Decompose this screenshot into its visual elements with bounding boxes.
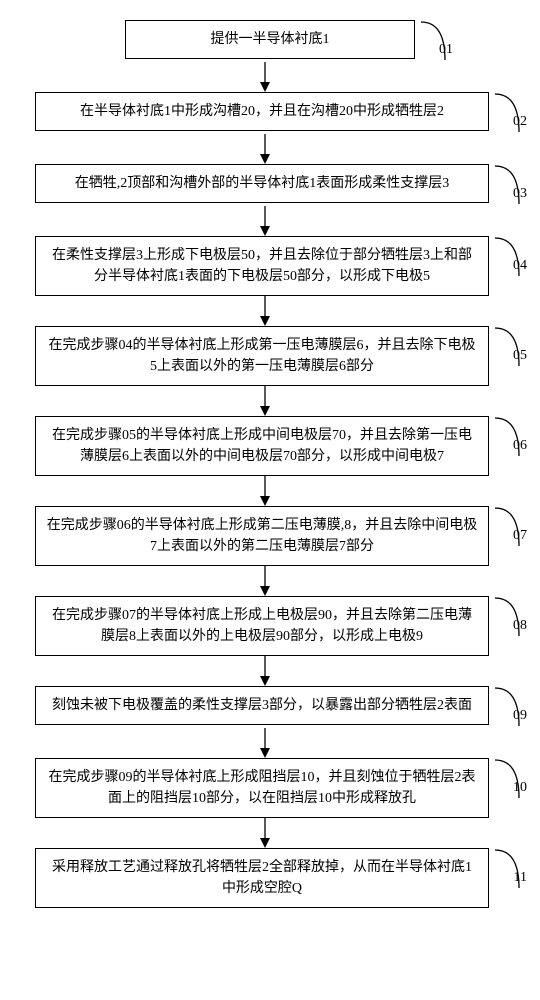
step-11: 采用释放工艺通过释放孔将牺牲层2全部释放掉，从而在半导体衬底1中形成空腔Q 11: [15, 848, 525, 908]
step-tag-11: 11: [495, 848, 525, 890]
step-tag-03: 03: [495, 164, 525, 206]
flow-arrow: [258, 476, 272, 506]
step-06: 在完成步骤05的半导体衬底上形成中间电极层70，并且去除第一压电薄膜层6上表面以…: [15, 416, 525, 476]
step-number: 02: [513, 114, 527, 130]
flow-arrow: [258, 728, 272, 758]
step-number: 08: [513, 618, 527, 634]
step-tag-04: 04: [495, 236, 525, 278]
step-tag-08: 08: [495, 596, 525, 638]
flowchart-container: 提供一半导体衬底1 01 在半导体衬底1中形成沟槽20，并且在沟槽20中形成牺牲…: [15, 20, 525, 908]
step-number: 05: [513, 348, 527, 364]
flow-arrow: [258, 566, 272, 596]
step-02: 在半导体衬底1中形成沟槽20，并且在沟槽20中形成牺牲层2 02: [15, 92, 525, 134]
flow-arrow: [258, 818, 272, 848]
flow-arrow: [258, 134, 272, 164]
step-box: 在半导体衬底1中形成沟槽20，并且在沟槽20中形成牺牲层2: [35, 92, 489, 131]
step-number: 01: [439, 42, 453, 58]
step-tag-07: 07: [495, 506, 525, 548]
step-box: 采用释放工艺通过释放孔将牺牲层2全部释放掉，从而在半导体衬底1中形成空腔Q: [35, 848, 489, 908]
step-tag-01: 01: [421, 20, 451, 62]
step-tag-10: 10: [495, 758, 525, 800]
step-number: 04: [513, 258, 527, 274]
step-box: 提供一半导体衬底1: [125, 20, 415, 59]
step-box: 在完成步骤07的半导体衬底上形成上电极层90，并且去除第二压电薄膜层8上表面以外…: [35, 596, 489, 656]
step-box: 在完成步骤04的半导体衬底上形成第一压电薄膜层6，并且去除下电极5上表面以外的第…: [35, 326, 489, 386]
step-tag-06: 06: [495, 416, 525, 458]
flow-arrow: [258, 62, 272, 92]
step-number: 03: [513, 186, 527, 202]
step-10: 在完成步骤09的半导体衬底上形成阻挡层10，并且刻蚀位于牺牲层2表面上的阻挡层1…: [15, 758, 525, 818]
step-box: 在柔性支撑层3上形成下电极层50，并且去除位于部分牺牲层3上和部分半导体衬底1表…: [35, 236, 489, 296]
step-05: 在完成步骤04的半导体衬底上形成第一压电薄膜层6，并且去除下电极5上表面以外的第…: [15, 326, 525, 386]
step-07: 在完成步骤06的半导体衬底上形成第二压电薄膜,8，并且去除中间电极7上表面以外的…: [15, 506, 525, 566]
step-box: 刻蚀未被下电极覆盖的柔性支撑层3部分，以暴露出部分牺牲层2表面: [35, 686, 489, 725]
flow-arrow: [258, 386, 272, 416]
step-box: 在完成步骤06的半导体衬底上形成第二压电薄膜,8，并且去除中间电极7上表面以外的…: [35, 506, 489, 566]
step-number: 07: [513, 528, 527, 544]
step-box: 在完成步骤09的半导体衬底上形成阻挡层10，并且刻蚀位于牺牲层2表面上的阻挡层1…: [35, 758, 489, 818]
step-number: 10: [513, 780, 527, 796]
flow-arrow: [258, 656, 272, 686]
step-tag-05: 05: [495, 326, 525, 368]
step-tag-02: 02: [495, 92, 525, 134]
step-08: 在完成步骤07的半导体衬底上形成上电极层90，并且去除第二压电薄膜层8上表面以外…: [15, 596, 525, 656]
flow-arrow: [258, 296, 272, 326]
step-01: 提供一半导体衬底1 01: [15, 20, 525, 62]
step-number: 09: [513, 708, 527, 724]
step-box: 在牺牲,2顶部和沟槽外部的半导体衬底1表面形成柔性支撑层3: [35, 164, 489, 203]
step-04: 在柔性支撑层3上形成下电极层50，并且去除位于部分牺牲层3上和部分半导体衬底1表…: [15, 236, 525, 296]
step-number: 06: [513, 438, 527, 454]
step-03: 在牺牲,2顶部和沟槽外部的半导体衬底1表面形成柔性支撑层3 03: [15, 164, 525, 206]
step-tag-09: 09: [495, 686, 525, 728]
step-box: 在完成步骤05的半导体衬底上形成中间电极层70，并且去除第一压电薄膜层6上表面以…: [35, 416, 489, 476]
step-09: 刻蚀未被下电极覆盖的柔性支撑层3部分，以暴露出部分牺牲层2表面 09: [15, 686, 525, 728]
step-number: 11: [514, 870, 527, 886]
flow-arrow: [258, 206, 272, 236]
